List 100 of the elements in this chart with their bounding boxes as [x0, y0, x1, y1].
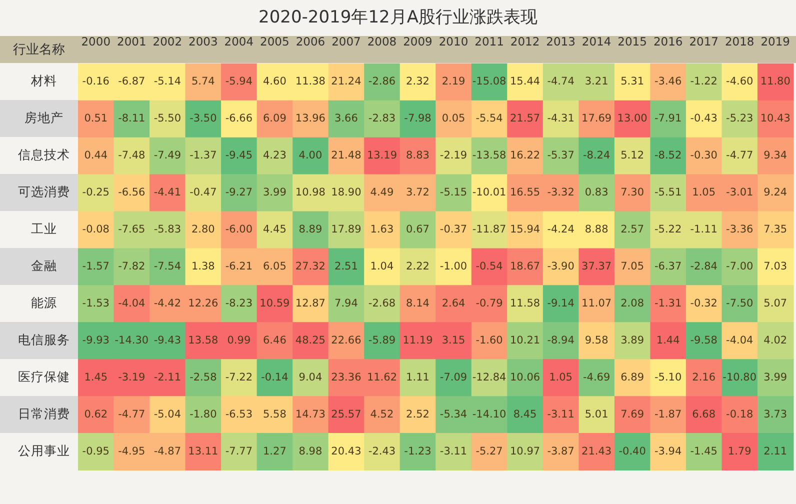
data-label: 1.05 [549, 371, 572, 384]
data-label: -3.36 [726, 223, 754, 236]
data-label: -1.23 [404, 445, 432, 458]
data-label: -1.80 [190, 408, 217, 420]
data-label: 18.67 [510, 260, 540, 272]
data-label: 2.11 [764, 445, 788, 458]
x-tick-label: 2012 [510, 34, 540, 48]
data-label: 20.43 [331, 445, 362, 458]
data-label: 4.23 [263, 150, 286, 162]
data-label: -9.93 [82, 334, 110, 346]
x-tick-label: 2001 [117, 34, 146, 48]
data-label: -4.77 [726, 150, 754, 162]
data-label: -9.58 [690, 334, 718, 346]
data-label: -6.37 [654, 260, 682, 272]
data-label: 3.89 [620, 334, 644, 346]
data-label: -5.89 [368, 334, 396, 346]
data-label: -6.87 [118, 76, 146, 88]
data-label: -1.37 [190, 150, 217, 162]
data-label: 0.62 [84, 408, 108, 420]
data-label: 5.01 [584, 408, 608, 420]
data-label: -0.54 [476, 260, 504, 272]
data-label: -3.01 [726, 186, 754, 199]
data-label: -0.47 [190, 186, 217, 199]
data-label: -0.14 [261, 371, 289, 384]
data-label: 10.21 [510, 334, 540, 346]
data-label: -5.23 [726, 112, 754, 125]
data-label: -1.53 [82, 297, 110, 310]
data-label: 8.88 [584, 223, 608, 236]
data-label: 17.89 [331, 223, 362, 236]
data-label: -1.60 [476, 334, 503, 346]
data-label: 2.08 [620, 297, 644, 310]
data-label: -2.68 [368, 297, 396, 310]
x-tick-label: 2003 [188, 34, 218, 48]
x-tick-label: 2015 [618, 34, 647, 48]
y-tick-label: 电信服务 [18, 332, 70, 347]
data-label: 1.63 [370, 223, 394, 236]
data-label: -5.94 [225, 76, 253, 88]
data-label: 2.52 [406, 408, 430, 420]
data-label: -7.48 [118, 150, 146, 162]
data-label: 48.25 [295, 334, 326, 346]
data-label: 10.59 [260, 297, 290, 310]
data-label: 21.43 [582, 445, 612, 458]
data-label: -3.87 [547, 445, 574, 458]
data-label: 8.14 [406, 297, 430, 310]
data-label: 2.22 [406, 260, 430, 272]
data-label: 11.07 [582, 297, 612, 310]
data-label: -7.65 [118, 223, 146, 236]
data-label: -7.49 [154, 150, 181, 162]
data-label: -5.34 [440, 408, 468, 420]
data-label: -5.83 [154, 223, 181, 236]
y-tick-label: 医疗保健 [18, 368, 70, 384]
y-tick-label: 房地产 [24, 110, 64, 126]
data-label: -4.60 [726, 76, 754, 88]
data-label: 10.97 [510, 445, 540, 458]
data-label: -2.19 [440, 150, 468, 162]
data-label: 21.57 [510, 112, 540, 125]
x-tick-label: 2009 [403, 34, 432, 48]
x-tick-label: 2016 [653, 34, 683, 48]
data-label: -3.46 [654, 76, 682, 88]
data-label: -2.86 [368, 76, 396, 88]
data-label: -0.18 [726, 408, 754, 420]
data-label: -0.95 [82, 445, 110, 458]
data-label: -1.87 [654, 408, 682, 420]
data-label: 2.64 [442, 297, 466, 310]
data-label: 22.66 [331, 334, 362, 346]
data-label: 1.27 [263, 445, 286, 458]
data-label: -0.37 [440, 223, 468, 236]
data-label: 4.52 [370, 408, 394, 420]
data-label: -4.24 [547, 223, 575, 236]
data-label: -2.58 [190, 371, 217, 384]
data-label: -5.54 [476, 112, 504, 125]
data-label: -8.94 [547, 334, 575, 346]
data-label: -3.50 [190, 112, 217, 125]
data-label: 3.15 [442, 334, 466, 346]
data-label: -5.15 [440, 186, 468, 199]
data-label: 9.24 [764, 186, 788, 199]
data-label: -8.52 [654, 150, 682, 162]
data-label: 11.62 [366, 371, 398, 384]
y-tick-label: 可选消费 [18, 184, 70, 200]
data-label: 5.31 [620, 76, 644, 88]
data-label: 17.69 [582, 112, 612, 125]
data-label: -2.84 [690, 260, 718, 272]
y-tick-label: 金融 [31, 258, 57, 273]
y-tick-label: 工业 [31, 220, 57, 236]
data-label: -1.11 [690, 223, 718, 236]
x-tick-label: 2010 [438, 34, 468, 48]
data-label: -5.04 [154, 408, 182, 420]
data-label: -14.30 [114, 334, 149, 346]
data-label: -5.27 [476, 445, 503, 458]
data-label: 15.94 [510, 223, 540, 236]
data-label: -1.45 [690, 445, 718, 458]
data-label: -7.50 [726, 297, 754, 310]
data-label: 11.80 [760, 76, 790, 88]
data-label: -10.80 [722, 371, 757, 384]
data-label: 2.16 [692, 371, 716, 384]
data-label: 3.73 [764, 408, 788, 420]
data-label: 10.43 [760, 112, 790, 125]
data-label: 2.32 [406, 76, 430, 88]
data-label: -6.56 [118, 186, 146, 199]
data-label: -7.22 [225, 371, 253, 384]
